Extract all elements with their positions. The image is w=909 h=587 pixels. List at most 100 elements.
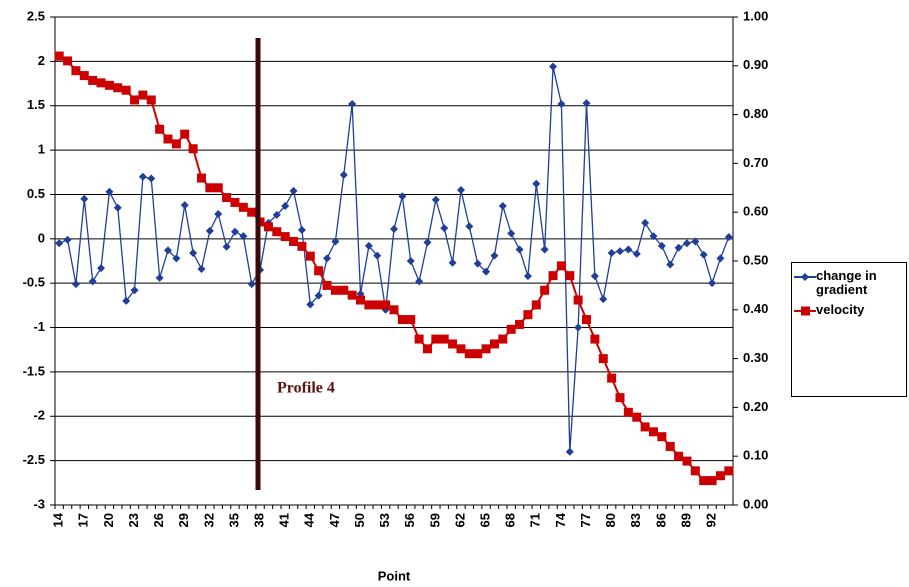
diamond-marker — [147, 174, 156, 183]
x-tick-label: 20 — [101, 513, 116, 527]
diamond-marker — [708, 279, 717, 288]
x-tick-label: 77 — [578, 513, 593, 527]
diamond-marker — [415, 277, 424, 286]
diamond-marker — [348, 99, 357, 108]
square-marker — [397, 315, 407, 325]
square-marker — [347, 290, 357, 300]
diamond-marker — [113, 203, 122, 212]
square-marker — [556, 261, 566, 271]
diamond-marker — [507, 229, 516, 238]
square-marker — [297, 241, 307, 251]
square-marker — [205, 183, 215, 193]
square-marker — [682, 456, 692, 466]
series-line — [58, 66, 730, 452]
diamond-marker — [289, 186, 298, 195]
x-tick-label: 32 — [201, 513, 216, 527]
diamond-marker — [456, 186, 465, 195]
diamond-marker — [523, 272, 532, 281]
square-marker — [104, 80, 114, 90]
legend-swatch — [794, 306, 816, 316]
square-marker — [406, 315, 416, 325]
square-marker — [230, 197, 240, 207]
y-tick-label: 2.5 — [27, 8, 45, 23]
diamond-marker — [431, 195, 440, 204]
diamond-marker — [674, 243, 683, 252]
y2-tick-label: 0.90 — [743, 57, 768, 72]
x-tick-label: 62 — [452, 513, 467, 527]
diamond-marker — [549, 62, 558, 71]
diamond-marker — [724, 233, 733, 242]
diamond-marker — [297, 225, 306, 234]
diamond-marker — [172, 254, 181, 263]
square-marker — [715, 471, 725, 481]
square-marker — [322, 280, 332, 290]
y-tick-label: -2 — [33, 408, 45, 423]
x-tick-label: 47 — [327, 513, 342, 527]
diamond-marker — [565, 447, 574, 456]
diamond-marker — [607, 249, 616, 258]
diamond-marker — [682, 239, 691, 248]
legend-label: change in gradient — [816, 268, 877, 297]
square-marker — [88, 75, 98, 85]
diamond-marker — [649, 232, 658, 241]
square-marker — [448, 339, 458, 349]
diamond-marker — [55, 239, 64, 248]
square-marker — [188, 144, 198, 154]
square-marker — [598, 354, 608, 364]
diamond-marker — [88, 277, 97, 286]
x-tick-label: 92 — [704, 513, 719, 527]
square-marker — [280, 232, 290, 242]
diamond-marker — [515, 245, 524, 254]
diamond-marker — [482, 267, 491, 276]
y-tick-label: 0 — [38, 230, 45, 245]
x-tick-label: 89 — [678, 513, 693, 527]
diamond-marker — [632, 249, 641, 258]
diamond-marker — [448, 258, 457, 267]
square-marker — [364, 300, 374, 310]
x-tick-label: 38 — [252, 513, 267, 527]
diamond-marker — [423, 238, 432, 247]
diamond-marker — [331, 237, 340, 246]
x-tick-label: 44 — [302, 512, 317, 527]
annotation: Profile 4 — [277, 380, 335, 397]
x-tick-label: 65 — [478, 513, 493, 527]
square-marker — [263, 222, 273, 232]
square-marker — [247, 207, 257, 217]
diamond-marker — [247, 280, 256, 289]
square-marker — [155, 124, 165, 134]
diamond-marker — [557, 99, 566, 108]
square-marker — [305, 251, 315, 261]
diamond-marker — [138, 172, 147, 181]
y-tick-label: -1.5 — [23, 363, 45, 378]
y2-tick-label: 0.50 — [743, 252, 768, 267]
y-tick-label: -2.5 — [23, 452, 45, 467]
legend-item: change in gradient — [794, 269, 902, 297]
square-marker — [238, 202, 248, 212]
square-marker — [196, 173, 206, 183]
legend-marker — [801, 306, 810, 316]
y2-tick-label: 1.00 — [743, 8, 768, 23]
square-marker — [623, 407, 633, 417]
diamond-marker — [398, 192, 407, 201]
x-tick-label: 41 — [277, 513, 292, 527]
diamond-marker — [532, 179, 541, 188]
square-marker — [523, 310, 533, 320]
square-marker — [615, 393, 625, 403]
square-marker — [648, 427, 658, 437]
diamond-marker — [323, 254, 332, 263]
square-marker — [431, 334, 441, 344]
diamond-marker — [590, 272, 599, 281]
diamond-marker — [599, 295, 608, 304]
legend-item: velocity — [794, 303, 902, 318]
diamond-marker — [130, 286, 139, 295]
diamond-marker — [390, 225, 398, 234]
square-marker — [498, 334, 508, 344]
diamond-marker — [189, 249, 198, 258]
square-marker — [489, 339, 499, 349]
diamond-marker — [205, 226, 214, 235]
square-marker — [272, 227, 282, 237]
y2-tick-label: 0.60 — [743, 204, 768, 219]
square-marker — [180, 129, 190, 139]
x-tick-label: 35 — [226, 513, 241, 527]
